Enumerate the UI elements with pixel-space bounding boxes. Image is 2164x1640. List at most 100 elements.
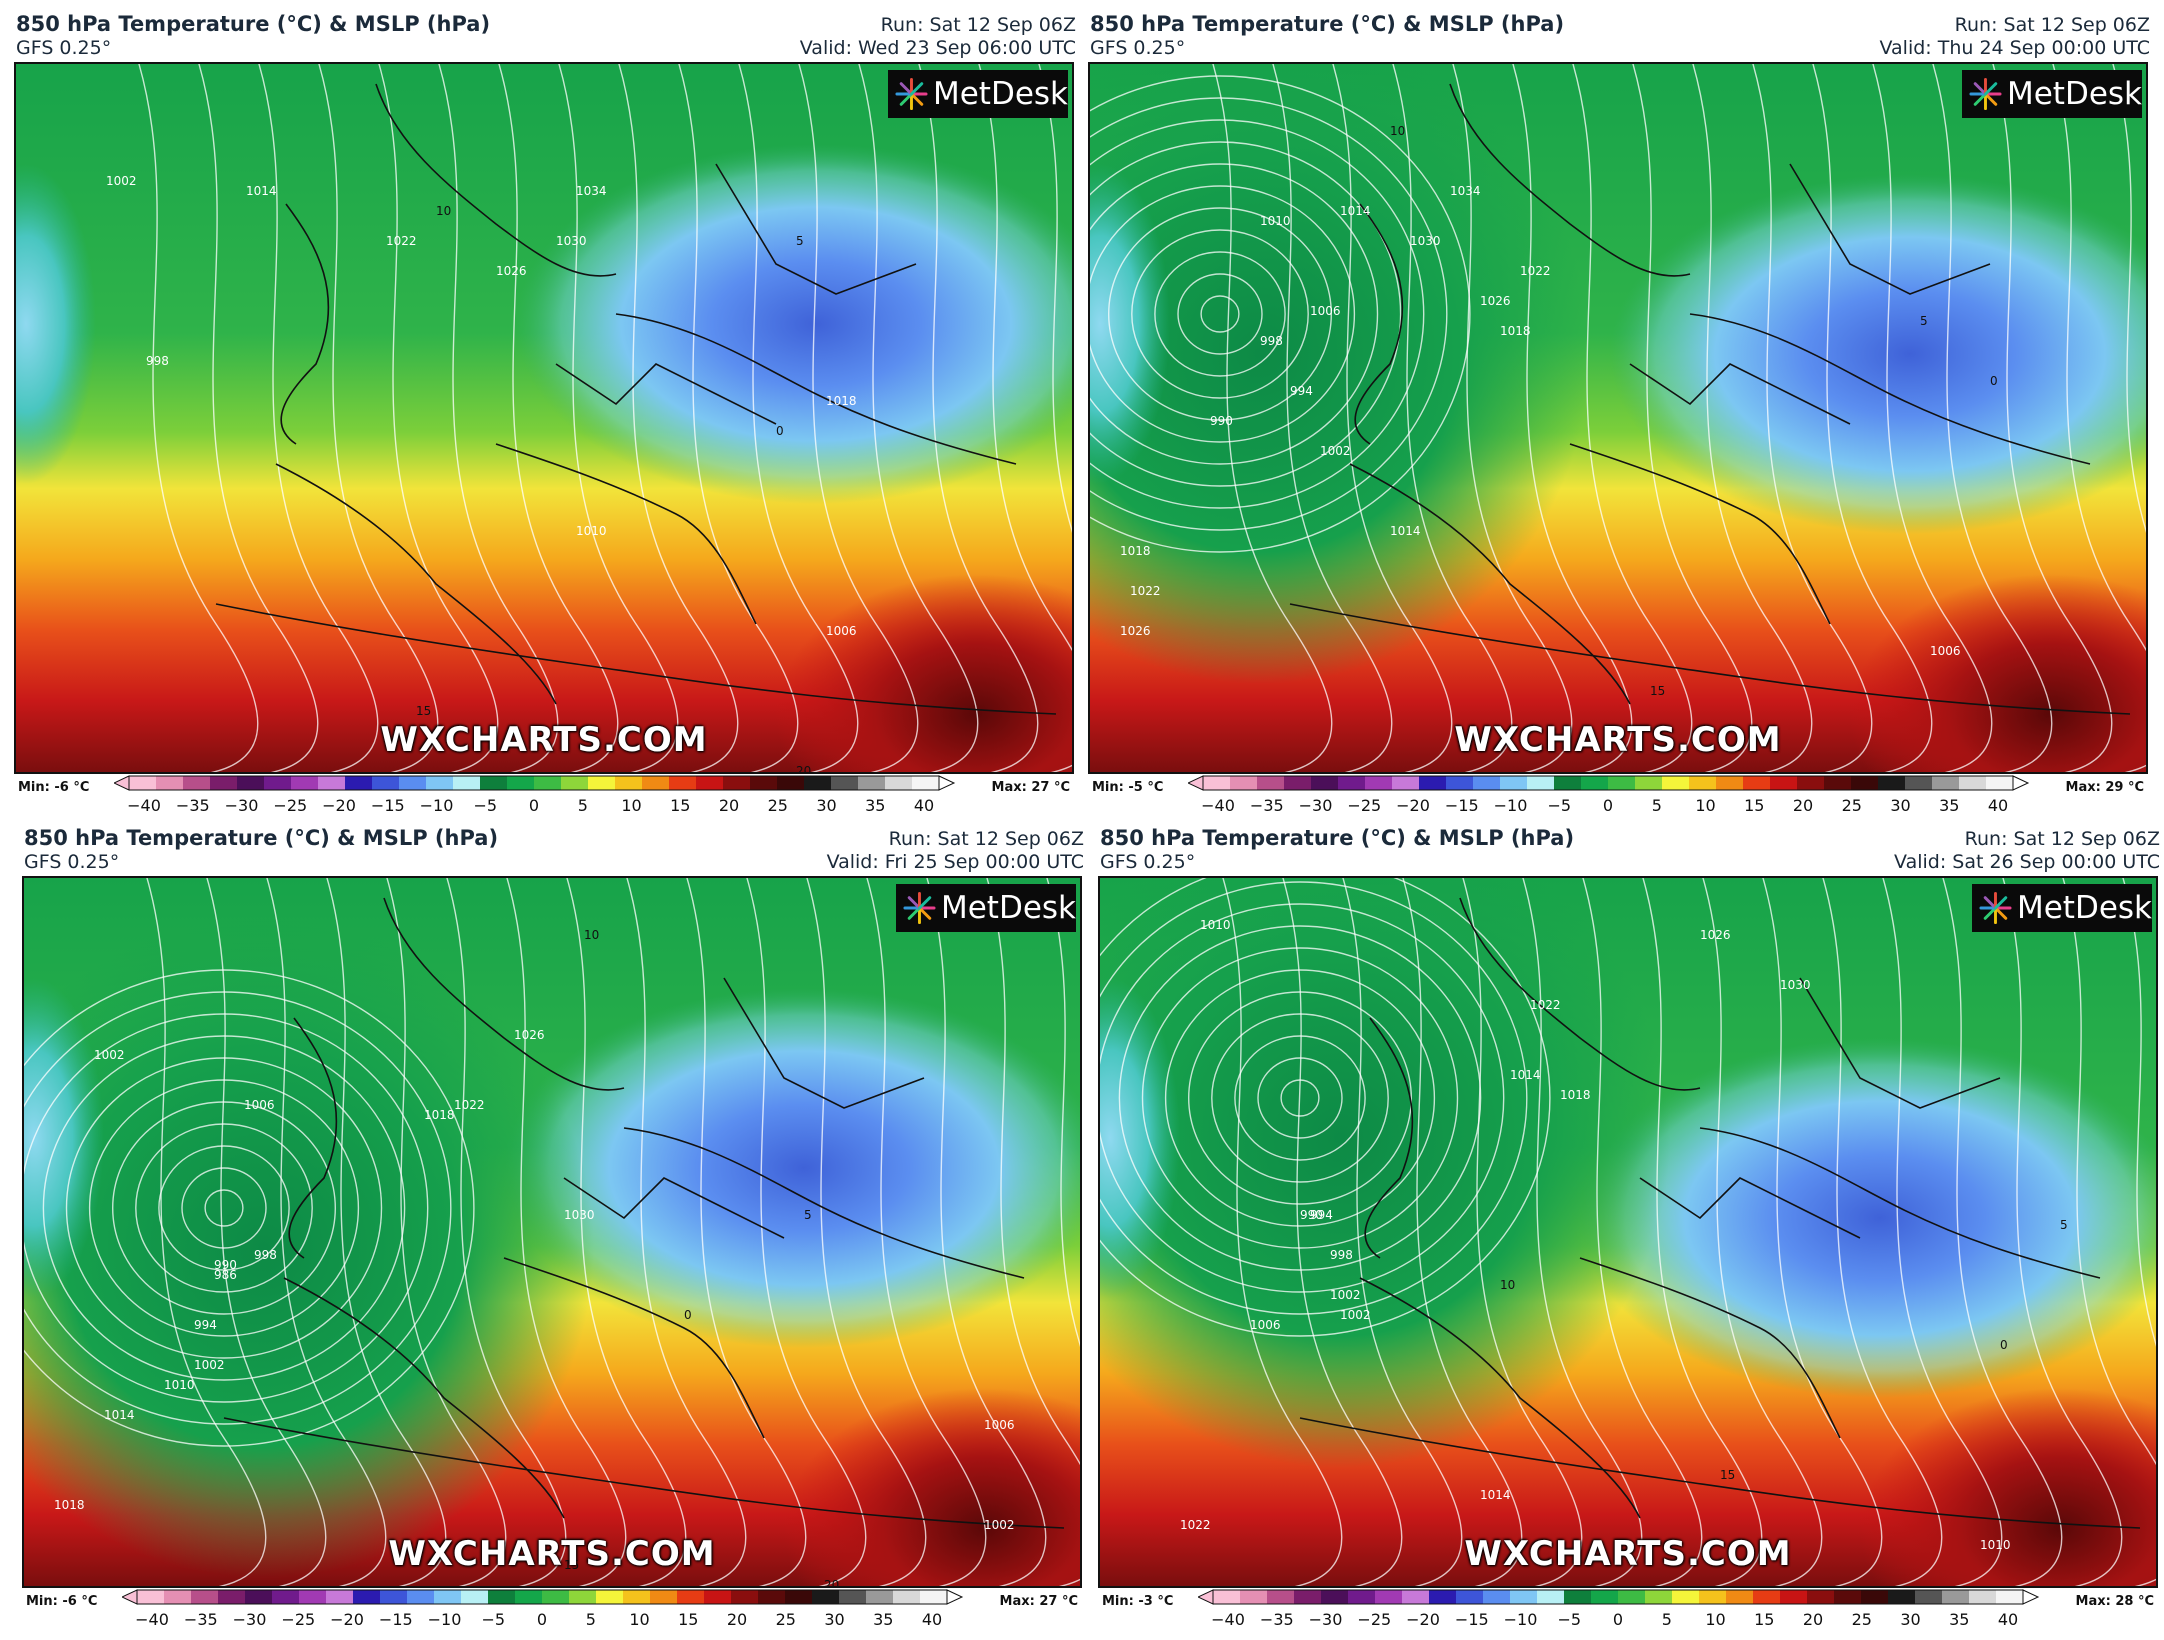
isobar-label: 1034 xyxy=(1450,184,1481,198)
wxcharts-watermark: WXCHARTS.COM xyxy=(1454,720,1782,760)
colorbar-tick-label: −40 xyxy=(1201,796,1235,815)
isobar-label: 1014 xyxy=(104,1408,135,1422)
isotherm-label: 10 xyxy=(436,204,452,218)
isobar-label: 1010 xyxy=(1260,214,1291,228)
metdesk-star-icon xyxy=(895,77,928,111)
isobar-label: 1006 xyxy=(1250,1318,1281,1332)
metdesk-logo: MetDesk xyxy=(896,884,1076,932)
isobar-label: 1002 xyxy=(194,1358,225,1372)
colorbar-tick-label: −35 xyxy=(175,796,210,815)
isobar-label: 998 xyxy=(254,1248,277,1262)
forecast-panel: 850 hPa Temperature (°C) & MSLP (hPa) GFS… xyxy=(14,10,1078,820)
colorbar-tick-label: −20 xyxy=(330,1610,364,1629)
metdesk-logo: MetDesk xyxy=(1962,70,2142,118)
isotherm-label: 10 xyxy=(584,928,600,942)
colorbar-tick-label: 15 xyxy=(1744,796,1765,815)
max-temp-label: Max: 29 °C xyxy=(2065,780,2144,795)
colorbar-tick-label: −25 xyxy=(1347,796,1382,815)
isotherm-label: 10 xyxy=(1500,1278,1516,1292)
colorbar-tick-label: −10 xyxy=(419,796,454,815)
isotherm-label: 0 xyxy=(684,1308,692,1322)
chart-title: 850 hPa Temperature (°C) & MSLP (hPa) xyxy=(24,826,499,850)
colorbar-tick-label: 35 xyxy=(1939,796,1960,815)
isobar-label: 1014 xyxy=(1390,524,1421,538)
weather-map: 1010 1014 1030 1034 1022 1026 1018 1006 998 994 99… xyxy=(1088,62,2148,774)
colorbar-tick-label: 5 xyxy=(1661,1610,1672,1629)
min-temp-label: Min: -3 °C xyxy=(1102,1594,1174,1609)
colorbar-tick-label: −30 xyxy=(1298,796,1333,815)
isobar-label: 1006 xyxy=(826,624,857,638)
isobar-label: 1006 xyxy=(1310,304,1341,318)
panel-header: 850 hPa Temperature (°C) & MSLP (hPa) GFS… xyxy=(1088,10,2152,62)
colorbar-tick-label: 25 xyxy=(1841,796,1862,815)
colorbar-tick-label: 20 xyxy=(718,796,740,815)
isobar-label: 1030 xyxy=(556,234,587,248)
valid-time-label: Valid: Thu 24 Sep 00:00 UTC xyxy=(1879,37,2150,59)
wxcharts-watermark: WXCHARTS.COM xyxy=(1464,1534,1792,1574)
model-label: GFS 0.25° xyxy=(24,851,120,873)
isotherm-label: 5 xyxy=(2060,1218,2068,1232)
isobar-label: 990 xyxy=(1210,414,1233,428)
colorbar-tick-label: −20 xyxy=(322,796,356,815)
colorbar-tick-label: −25 xyxy=(281,1610,316,1629)
temperature-colorbar: Min: -6 °C Max: 27 °C −40 −35 −30 −25 −20 −15 −1… xyxy=(22,1588,1086,1632)
temperature-field xyxy=(1090,64,2146,772)
isotherm-label: 5 xyxy=(804,1208,812,1222)
wxcharts-watermark: WXCHARTS.COM xyxy=(388,1534,716,1574)
colorbar-tick-label: 25 xyxy=(1851,1610,1872,1629)
colorbar-tick-label: −5 xyxy=(473,796,498,815)
max-temp-label: Max: 27 °C xyxy=(991,780,1070,795)
coastlines xyxy=(1289,83,2131,715)
coastlines xyxy=(1299,897,2141,1529)
isotherm-label: 5 xyxy=(1920,314,1928,328)
isobar-label: 986 xyxy=(214,1268,237,1282)
panel-header: 850 hPa Temperature (°C) & MSLP (hPa) GFS… xyxy=(22,824,1086,876)
colorbar-tick-label: −15 xyxy=(1444,796,1479,815)
isobar-label: 1006 xyxy=(244,1098,275,1112)
colorbar-tick-label: 0 xyxy=(1602,796,1614,815)
isobar-label: 994 xyxy=(1290,384,1313,398)
isobar-label: 1022 xyxy=(1180,1518,1211,1532)
colorbar-tick-label: −30 xyxy=(1308,1610,1343,1629)
metdesk-star-icon xyxy=(903,891,936,925)
isobar-label: 1022 xyxy=(454,1098,485,1112)
colorbar-tick-label: −20 xyxy=(1396,796,1430,815)
isobar-label: 1018 xyxy=(424,1108,455,1122)
temperature-colorbar: Min: -3 °C Max: 28 °C −40 −35 −30 −25 −20 −15 −1… xyxy=(1098,1588,2162,1632)
wxcharts-watermark: WXCHARTS.COM xyxy=(380,720,708,760)
isotherm-label: 0 xyxy=(2000,1338,2008,1352)
colorbar-tick-label: 20 xyxy=(726,1610,748,1629)
isotherm-label: 0 xyxy=(776,424,784,438)
colorbar-strip xyxy=(1188,775,2030,791)
colorbar-tick-label: 10 xyxy=(621,796,642,815)
isobar-label: 1018 xyxy=(1120,544,1151,558)
colorbar-tick-label: 30 xyxy=(824,1610,845,1629)
isobar-label: 1006 xyxy=(984,1418,1015,1432)
colorbar-tick-label: −15 xyxy=(370,796,405,815)
colorbar-tick-label: 40 xyxy=(1997,1610,2019,1629)
colorbar-tick-label: −25 xyxy=(273,796,308,815)
colorbar-tick-label: −5 xyxy=(1547,796,1572,815)
isobar-label: 1006 xyxy=(1930,644,1961,658)
min-temp-label: Min: -6 °C xyxy=(18,780,90,795)
isobar-label: 990 xyxy=(1300,1208,1323,1222)
colorbar-tick-label: 40 xyxy=(921,1610,943,1629)
isobar-label: 1014 xyxy=(1340,204,1371,218)
isobar-label: 1022 xyxy=(386,234,417,248)
isobar-label: 1014 xyxy=(1480,1488,1511,1502)
valid-time-label: Valid: Wed 23 Sep 06:00 UTC xyxy=(799,37,1076,59)
colorbar-tick-label: −40 xyxy=(1211,1610,1245,1629)
colorbar-tick-label: −30 xyxy=(232,1610,267,1629)
metdesk-star-icon xyxy=(1969,77,2002,111)
isobar-label: 1018 xyxy=(826,394,857,408)
metdesk-logo-text: MetDesk xyxy=(932,76,1068,112)
isobar-label: 1030 xyxy=(1410,234,1441,248)
metdesk-logo: MetDesk xyxy=(1972,884,2152,932)
isotherm-label: 0 xyxy=(1990,374,1998,388)
isobar-label: 1026 xyxy=(1120,624,1151,638)
colorbar-tick-label: 5 xyxy=(585,1610,596,1629)
colorbar-tick-label: 25 xyxy=(775,1610,796,1629)
isobar-label: 1034 xyxy=(576,184,607,198)
isobar-label: 1002 xyxy=(1320,444,1351,458)
valid-time-label: Valid: Sat 26 Sep 00:00 UTC xyxy=(1894,851,2160,873)
